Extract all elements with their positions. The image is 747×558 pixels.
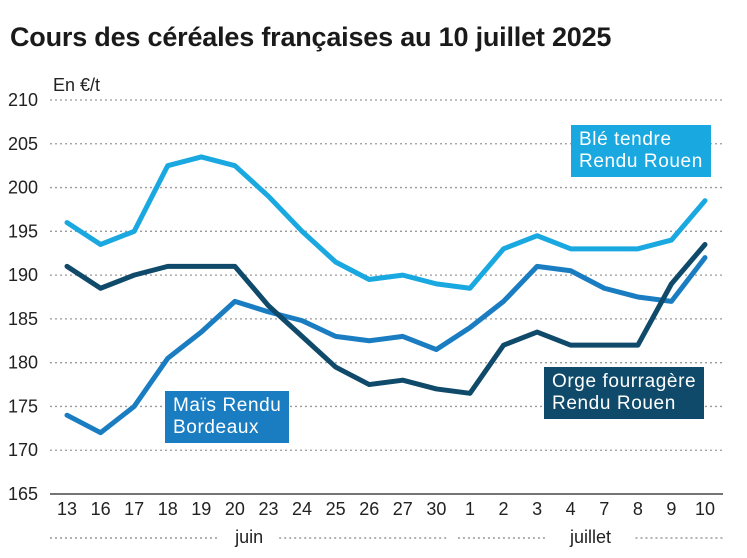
y-tick-label-190: 190 (8, 265, 38, 285)
legend-mais-line-2: Bordeaux (173, 417, 260, 438)
y-tick-label-205: 205 (8, 134, 38, 154)
x-tick-label-18: 9 (666, 499, 676, 519)
month-label-juin: juin (234, 527, 263, 547)
y-tick-label-200: 200 (8, 178, 38, 198)
x-tick-label-0: 13 (57, 499, 77, 519)
legend-ble-line-2: Rendu Rouen (579, 151, 703, 172)
x-tick-label-6: 23 (258, 499, 278, 519)
legend-orge-line-2: Rendu Rouen (552, 393, 676, 414)
x-tick-label-19: 10 (695, 499, 715, 519)
y-tick-label-195: 195 (8, 221, 38, 241)
x-tick-label-1: 16 (91, 499, 111, 519)
x-tick-label-2: 17 (124, 499, 144, 519)
y-axis-label: En €/t (53, 75, 100, 95)
x-tick-label-9: 26 (359, 499, 379, 519)
series-line-2 (64, 241, 708, 396)
y-tick-label-185: 185 (8, 309, 38, 329)
month-label-juillet: juillet (569, 527, 611, 547)
series-line-0 (64, 154, 708, 291)
y-tick-label-210: 210 (8, 90, 38, 110)
legend-label-orge: Orge fourragère Rendu Rouen (544, 367, 705, 419)
legend-ble-line-1: Blé tendre (579, 129, 672, 150)
x-tick-label-14: 3 (532, 499, 542, 519)
chart-title: Cours des céréales françaises au 10 juil… (10, 22, 612, 52)
legend-orge-line-1: Orge fourragère (552, 371, 697, 392)
x-tick-label-4: 19 (191, 499, 211, 519)
y-tick-label-180: 180 (8, 353, 38, 373)
x-tick-label-5: 20 (225, 499, 245, 519)
y-tick-label-165: 165 (8, 484, 38, 504)
x-tick-label-3: 18 (158, 499, 178, 519)
legend-label-ble-tendre: Blé tendre Rendu Rouen (571, 125, 711, 177)
legend-label-mais: Maïs Rendu Bordeaux (165, 391, 290, 443)
x-tick-label-16: 7 (599, 499, 609, 519)
x-tick-label-8: 25 (326, 499, 346, 519)
legend-mais-line-1: Maïs Rendu (173, 395, 282, 416)
y-tick-label-175: 175 (8, 396, 38, 416)
x-tick-label-10: 27 (393, 499, 413, 519)
x-tick-label-12: 1 (465, 499, 475, 519)
x-tick-label-17: 8 (633, 499, 643, 519)
series-line-1 (64, 255, 708, 436)
y-tick-label-170: 170 (8, 440, 38, 460)
x-tick-label-13: 2 (499, 499, 509, 519)
x-tick-label-11: 30 (426, 499, 446, 519)
x-tick-label-7: 24 (292, 499, 312, 519)
series-layer (64, 154, 708, 436)
x-tick-label-15: 4 (566, 499, 576, 519)
